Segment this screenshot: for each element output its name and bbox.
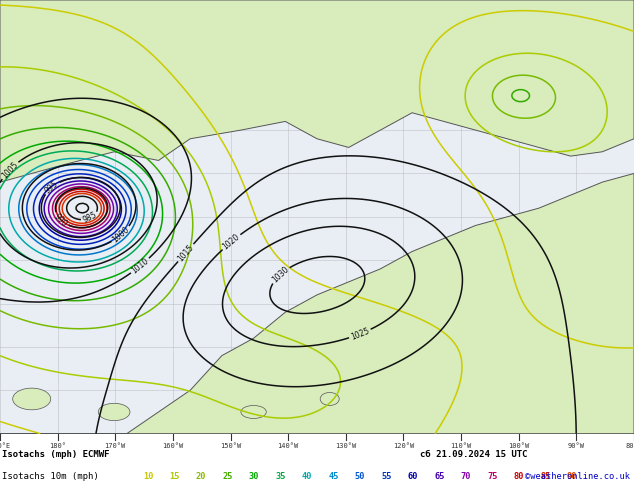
Text: 1020: 1020 <box>221 232 242 251</box>
Text: 1025: 1025 <box>349 326 371 342</box>
Text: 1000: 1000 <box>111 225 131 245</box>
Text: 150°W: 150°W <box>220 442 241 449</box>
Text: 990: 990 <box>53 212 69 228</box>
Text: 40: 40 <box>302 472 313 481</box>
Text: Isotachs 10m (mph): Isotachs 10m (mph) <box>2 472 99 481</box>
Ellipse shape <box>13 388 51 410</box>
Polygon shape <box>0 0 634 182</box>
Text: 80°W: 80°W <box>626 442 634 449</box>
Text: 170°W: 170°W <box>105 442 126 449</box>
Text: 170°E: 170°E <box>0 442 11 449</box>
Text: 45: 45 <box>328 472 339 481</box>
Ellipse shape <box>241 405 266 418</box>
Text: 50: 50 <box>355 472 365 481</box>
Text: 1005: 1005 <box>0 160 20 180</box>
Text: Isotachs (mph) ECMWF: Isotachs (mph) ECMWF <box>2 450 110 459</box>
Text: 30: 30 <box>249 472 259 481</box>
Text: 15: 15 <box>169 472 180 481</box>
Text: 35: 35 <box>275 472 286 481</box>
Text: 80: 80 <box>514 472 524 481</box>
Text: 1015: 1015 <box>176 243 195 263</box>
Text: 995: 995 <box>43 179 60 196</box>
Ellipse shape <box>98 403 130 420</box>
Text: 90°W: 90°W <box>568 442 585 449</box>
Text: 985: 985 <box>82 211 98 225</box>
Text: 85: 85 <box>540 472 551 481</box>
Text: 1030: 1030 <box>270 265 290 285</box>
Text: 100°W: 100°W <box>508 442 529 449</box>
Text: 65: 65 <box>434 472 444 481</box>
Text: 90: 90 <box>567 472 577 481</box>
Text: 180°: 180° <box>49 442 66 449</box>
Text: 10: 10 <box>143 472 153 481</box>
Polygon shape <box>0 173 634 434</box>
Text: 75: 75 <box>488 472 498 481</box>
Text: ©weatheronline.co.uk: ©weatheronline.co.uk <box>525 472 630 481</box>
Ellipse shape <box>320 392 339 405</box>
Text: 1010: 1010 <box>130 256 150 275</box>
Text: 110°W: 110°W <box>451 442 472 449</box>
Text: 55: 55 <box>381 472 392 481</box>
Text: 130°W: 130°W <box>335 442 356 449</box>
Text: 25: 25 <box>223 472 233 481</box>
Text: 20: 20 <box>196 472 206 481</box>
Text: 60: 60 <box>408 472 418 481</box>
Text: 160°W: 160°W <box>162 442 183 449</box>
Text: 120°W: 120°W <box>393 442 414 449</box>
Text: 140°W: 140°W <box>278 442 299 449</box>
Text: 70: 70 <box>461 472 471 481</box>
Text: сб 21.09.2024 15 UTC: сб 21.09.2024 15 UTC <box>420 450 527 459</box>
